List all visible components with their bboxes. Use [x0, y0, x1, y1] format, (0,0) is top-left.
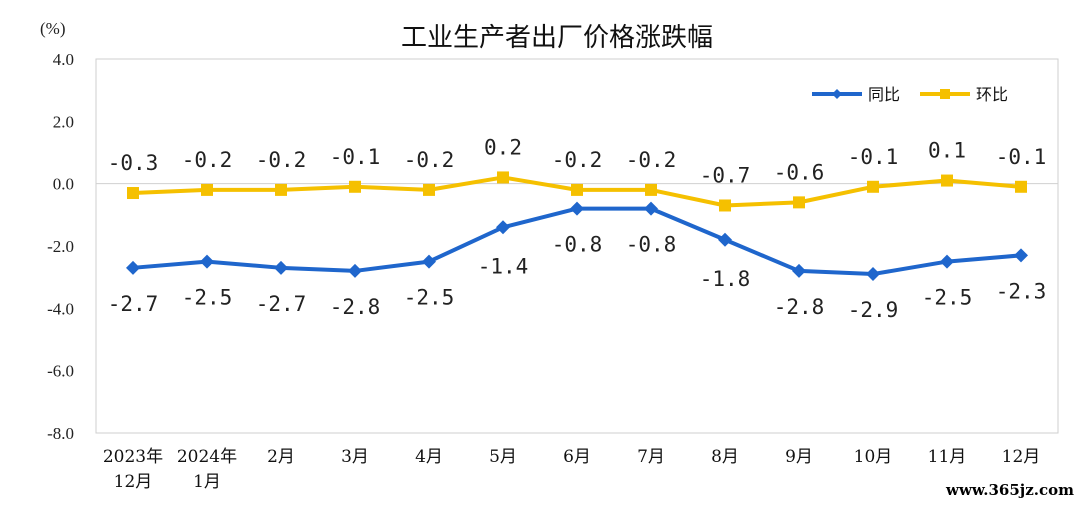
data-point: [645, 183, 657, 196]
x-tick-label: 3月: [341, 447, 369, 467]
data-point: [718, 232, 732, 247]
data-label: -0.2: [552, 148, 603, 172]
y-tick-label: -2.0: [47, 237, 74, 256]
data-label: -0.2: [626, 148, 677, 172]
data-label: -2.7: [108, 292, 159, 316]
series-group: [126, 171, 1028, 282]
legend-swatch-marker: [832, 89, 842, 99]
data-point: [571, 183, 583, 196]
data-label: -2.8: [330, 295, 381, 319]
data-point: [126, 260, 140, 275]
y-tick-label: -6.0: [47, 362, 74, 381]
x-tick-label: 1月: [193, 472, 221, 492]
plot-area: [95, 58, 1059, 434]
x-tick-label: 7月: [637, 447, 665, 467]
data-label: -2.8: [774, 295, 825, 319]
chart-title: 工业生产者出厂价格涨跌幅: [401, 23, 713, 53]
data-label: 0.1: [928, 139, 966, 163]
data-point: [201, 183, 213, 196]
data-label: -0.8: [552, 233, 603, 257]
x-axis: 2023年 12月 2024年 1月 2月 3月 4月 5月 6月 7月 8月 9月 10月 11月 12月: [103, 447, 1040, 492]
x-tick-label: 11月: [928, 447, 967, 467]
data-point: [719, 199, 731, 212]
data-point: [941, 174, 953, 187]
data-label: -1.4: [478, 254, 529, 278]
data-point: [792, 263, 806, 278]
data-point: [867, 180, 879, 193]
data-label: 0.2: [484, 135, 522, 159]
data-label: -0.8: [626, 233, 677, 257]
data-point: [348, 263, 362, 278]
y-tick-label: 4.0: [53, 50, 74, 69]
data-point: [274, 260, 288, 275]
data-labels: -2.7 -2.5 -2.7 -2.8 -2.5 -1.4 -0.8 -0.8 -1.8 -2.8…: [108, 135, 1047, 322]
x-tick-label: 5月: [489, 447, 517, 467]
data-point: [570, 201, 584, 216]
legend: 同比 环比: [812, 85, 1008, 104]
data-point: [497, 171, 509, 184]
x-tick-label: 9月: [785, 447, 813, 467]
y-axis: 4.0 2.0 0.0 -2.0 -4.0 -6.0 -8.0: [47, 50, 74, 443]
x-tick-label: 2月: [267, 447, 295, 467]
x-tick-label: 2024年: [177, 447, 237, 467]
data-label: -2.9: [848, 298, 899, 322]
y-unit-label: (%): [40, 19, 65, 38]
data-label: -2.7: [256, 292, 307, 316]
data-label: -1.8: [700, 267, 751, 291]
legend-swatch-marker: [940, 89, 950, 99]
x-tick-label: 12月: [1002, 447, 1041, 467]
data-point: [127, 187, 139, 200]
legend-label: 同比: [868, 85, 900, 104]
data-label: -2.3: [996, 279, 1047, 303]
data-point: [1015, 180, 1027, 193]
x-tick-label: 2023年: [103, 447, 163, 467]
data-point: [940, 254, 954, 269]
y-tick-label: -8.0: [47, 424, 74, 443]
data-point: [200, 254, 214, 269]
data-label: -0.7: [700, 163, 751, 187]
data-label: -2.5: [922, 286, 973, 310]
data-label: -2.5: [182, 286, 233, 310]
x-tick-label: 6月: [563, 447, 591, 467]
x-tick-label: 12月: [114, 472, 153, 492]
data-point: [349, 180, 361, 193]
data-label: -0.6: [774, 160, 825, 184]
data-point: [1014, 248, 1028, 263]
data-label: -0.1: [848, 145, 899, 169]
x-tick-label: 4月: [415, 447, 443, 467]
data-point: [866, 267, 880, 282]
data-label: -2.5: [404, 286, 455, 310]
data-point: [422, 254, 436, 269]
y-tick-label: -4.0: [47, 299, 74, 318]
data-point: [644, 201, 658, 216]
data-label: -0.2: [256, 148, 307, 172]
legend-label: 环比: [976, 85, 1008, 104]
x-tick-label: 8月: [711, 447, 739, 467]
data-label: -0.2: [182, 148, 233, 172]
data-point: [793, 196, 805, 209]
data-point: [423, 183, 435, 196]
data-label: -0.1: [330, 145, 381, 169]
data-point: [496, 220, 510, 235]
watermark: www.365jz.com: [946, 481, 1074, 499]
data-label: -0.1: [996, 145, 1047, 169]
data-label: -0.2: [404, 148, 455, 172]
y-tick-label: 0.0: [53, 175, 74, 194]
data-point: [275, 183, 287, 196]
x-tick-label: 10月: [854, 447, 893, 467]
data-label: -0.3: [108, 151, 159, 175]
y-tick-label: 2.0: [53, 112, 74, 131]
